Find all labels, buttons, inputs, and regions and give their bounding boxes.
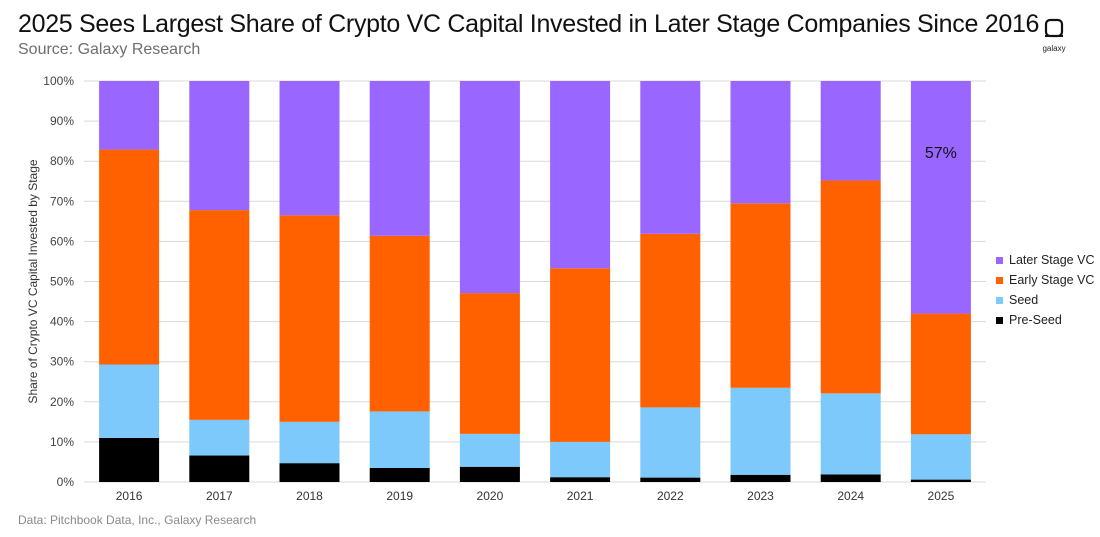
bar-segment-seed xyxy=(459,433,520,467)
x-tick-label: 2017 xyxy=(206,489,233,503)
legend-item: Seed xyxy=(996,290,1094,310)
bar-segment-later-stage-vc xyxy=(640,81,701,234)
y-tick-label: 40% xyxy=(50,315,74,329)
bar-segment-pre-seed xyxy=(730,474,791,482)
bar-segment-early-stage-vc xyxy=(640,233,701,408)
x-tick-label: 2021 xyxy=(567,489,594,503)
bar-segment-seed xyxy=(730,387,791,475)
bar-segment-early-stage-vc xyxy=(550,268,611,442)
y-tick-label: 70% xyxy=(50,194,74,208)
footer-note: Data: Pitchbook Data, Inc., Galaxy Resea… xyxy=(18,513,257,527)
bar-segment-later-stage-vc xyxy=(99,81,160,150)
bar-segment-pre-seed xyxy=(459,466,520,482)
bar-segment-seed xyxy=(369,411,430,468)
bar-segment-later-stage-vc xyxy=(369,81,430,236)
x-tick-label: 2016 xyxy=(116,489,143,503)
bar-segment-pre-seed xyxy=(189,455,250,482)
bar-segment-early-stage-vc xyxy=(459,293,520,434)
y-tick-label: 80% xyxy=(50,154,74,168)
y-tick-label: 90% xyxy=(50,114,74,128)
bar-segment-early-stage-vc xyxy=(730,203,791,388)
y-axis-title: Share of Crypto VC Capital Invested by S… xyxy=(26,159,40,403)
bar-segment-later-stage-vc xyxy=(910,81,971,314)
x-tick-label: 2025 xyxy=(928,489,955,503)
y-tick-label: 50% xyxy=(50,275,74,289)
bar-segment-pre-seed xyxy=(550,477,611,482)
bar-segment-seed xyxy=(279,421,340,464)
bar-segment-later-stage-vc xyxy=(279,81,340,216)
logo-text: galaxy xyxy=(1042,44,1066,53)
galaxy-logo-icon xyxy=(1044,18,1064,38)
bar-segment-early-stage-vc xyxy=(189,210,250,420)
x-tick-label: 2018 xyxy=(296,489,323,503)
data-label-annotation: 57% xyxy=(925,145,957,162)
legend-label: Early Stage VC xyxy=(1009,273,1095,287)
y-tick-label: 30% xyxy=(50,355,74,369)
legend-swatch xyxy=(996,316,1003,324)
bar-segment-early-stage-vc xyxy=(820,180,881,394)
y-tick-label: 60% xyxy=(50,234,74,248)
chart-subtitle: Source: Galaxy Research xyxy=(18,41,201,58)
bar-segment-later-stage-vc xyxy=(730,81,791,204)
chart-title: 2025 Sees Largest Share of Crypto VC Cap… xyxy=(18,10,1040,38)
bar-segment-pre-seed xyxy=(279,463,340,482)
bar-segment-pre-seed xyxy=(369,467,430,482)
bar-segment-seed xyxy=(189,419,250,456)
y-tick-label: 0% xyxy=(57,475,75,489)
legend-label: Seed xyxy=(1009,293,1039,307)
bar-segment-early-stage-vc xyxy=(369,235,430,412)
legend-item: Pre-Seed xyxy=(996,310,1094,330)
legend-swatch xyxy=(996,296,1003,304)
bar-segment-later-stage-vc xyxy=(820,81,881,181)
x-tick-label: 2019 xyxy=(386,489,413,503)
bar-segment-seed xyxy=(820,393,881,475)
bar-segment-seed xyxy=(640,407,701,478)
bar-segment-early-stage-vc xyxy=(279,215,340,422)
x-tick-label: 2024 xyxy=(837,489,864,503)
legend-label: Pre-Seed xyxy=(1009,313,1062,327)
bar-segment-pre-seed xyxy=(910,479,971,482)
legend-item: Later Stage VC xyxy=(996,250,1094,270)
bar-segment-later-stage-vc xyxy=(550,81,611,269)
legend-swatch xyxy=(996,276,1003,284)
x-tick-label: 2023 xyxy=(747,489,774,503)
legend-label: Later Stage VC xyxy=(1009,253,1095,267)
bar-segment-later-stage-vc xyxy=(189,81,250,211)
bar-segment-pre-seed xyxy=(99,437,160,482)
legend-swatch xyxy=(996,256,1003,264)
x-tick-label: 2020 xyxy=(477,489,504,503)
bar-segment-seed xyxy=(99,364,160,438)
bar-segment-later-stage-vc xyxy=(459,81,520,294)
chart-legend: Later Stage VC Early Stage VC Seed Pre-Seed xyxy=(996,250,1094,330)
bar-segment-pre-seed xyxy=(640,477,701,482)
bar-segment-pre-seed xyxy=(820,474,881,482)
x-tick-label: 2022 xyxy=(657,489,684,503)
legend-item: Early Stage VC xyxy=(996,270,1094,290)
bar-segment-early-stage-vc xyxy=(99,149,160,365)
y-tick-label: 20% xyxy=(50,395,74,409)
y-tick-label: 10% xyxy=(50,435,74,449)
y-tick-label: 100% xyxy=(43,74,74,88)
galaxy-logo: galaxy xyxy=(1036,18,1072,53)
bar-segment-seed xyxy=(550,441,611,478)
bar-segment-seed xyxy=(910,434,971,480)
bar-segment-early-stage-vc xyxy=(910,313,971,435)
